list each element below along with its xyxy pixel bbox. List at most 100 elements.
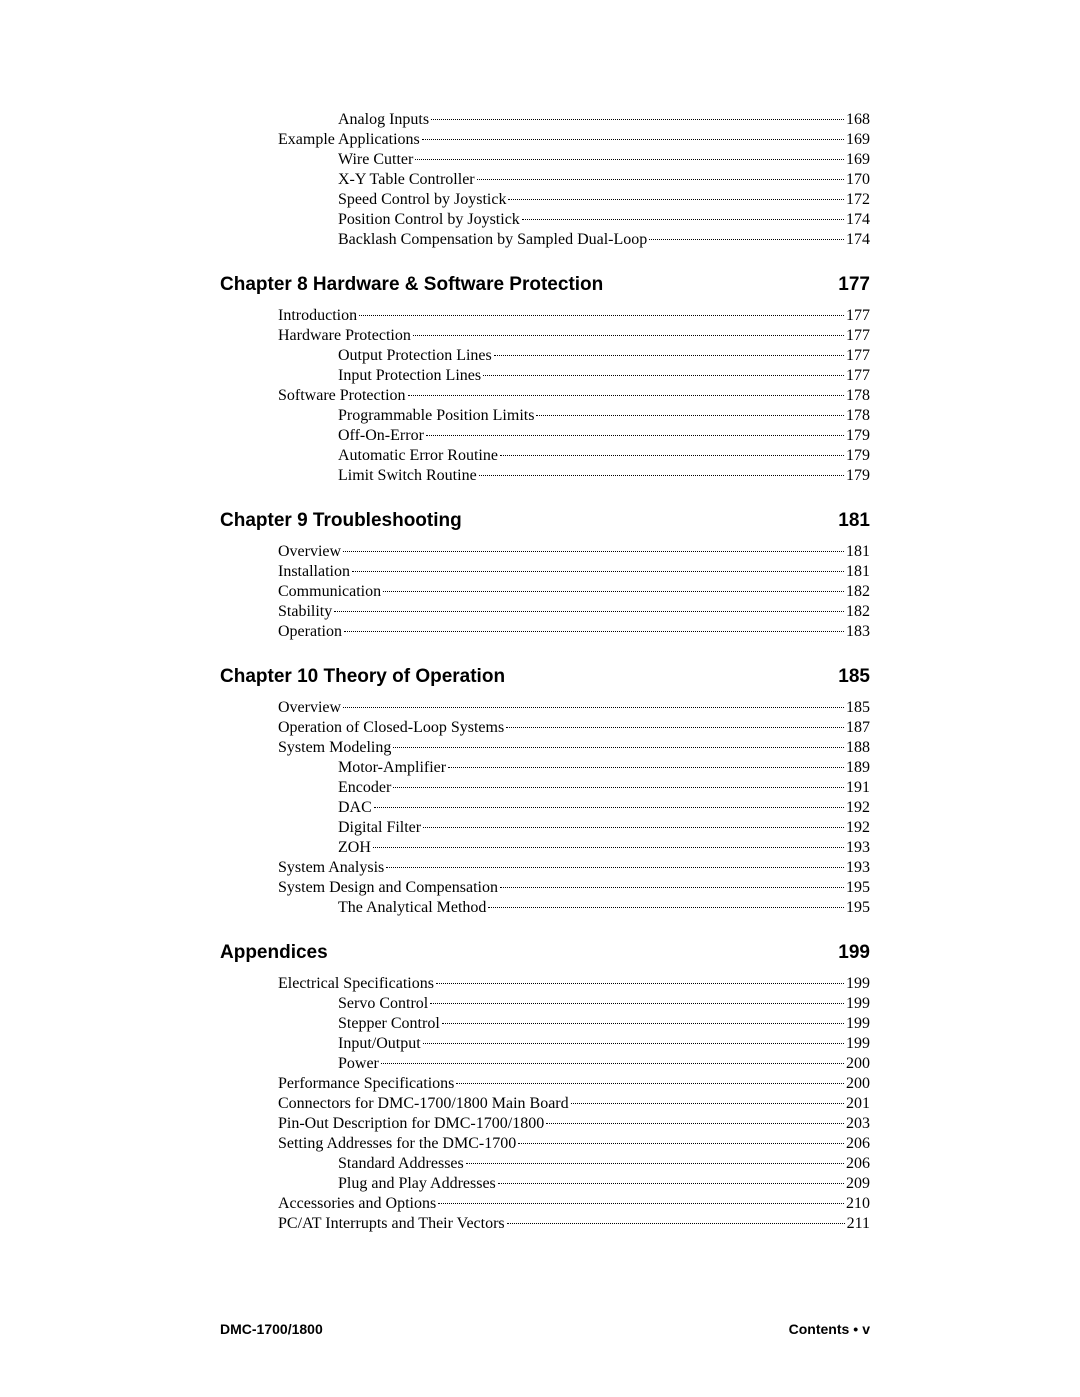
- toc-entry-label: Operation: [278, 622, 342, 642]
- toc-entry: Off-On-Error179: [220, 426, 870, 446]
- toc-entry-label: Automatic Error Routine: [338, 446, 498, 466]
- toc-leader-dots: [343, 551, 844, 552]
- toc-entry: Motor-Amplifier189: [220, 758, 870, 778]
- toc-entry: Position Control by Joystick 174: [220, 210, 870, 230]
- toc-entry-page: 179: [846, 446, 870, 466]
- toc-entry-label: Speed Control by Joystick: [338, 190, 506, 210]
- toc-entry-label: Plug and Play Addresses: [338, 1174, 496, 1194]
- toc-entry-label: Motor-Amplifier: [338, 758, 446, 778]
- toc-leader-dots: [649, 239, 844, 240]
- toc-entry-label: Setting Addresses for the DMC-1700: [278, 1134, 516, 1154]
- toc-leader-dots: [436, 983, 844, 984]
- toc-leader-dots: [374, 807, 844, 808]
- toc-entry-page: 195: [846, 898, 870, 918]
- toc-entry-page: 200: [846, 1074, 870, 1094]
- toc-entry-page: 206: [846, 1134, 870, 1154]
- footer-section: Contents•v: [789, 1321, 870, 1337]
- toc-entry-page: 195: [846, 878, 870, 898]
- toc-entry-page: 187: [846, 718, 870, 738]
- toc-entry-label: The Analytical Method: [338, 898, 486, 918]
- toc-entry-page: 185: [846, 698, 870, 718]
- toc-entry-label: ZOH: [338, 838, 371, 858]
- toc-leader-dots: [483, 375, 844, 376]
- toc-entry-label: Off-On-Error: [338, 426, 424, 446]
- toc-leader-dots: [522, 219, 844, 220]
- toc-leader-dots: [448, 767, 844, 768]
- chapter-page: 181: [838, 510, 870, 532]
- chapter-page: 185: [838, 666, 870, 688]
- toc-leader-dots: [408, 395, 844, 396]
- toc-entry: Overview 185: [220, 698, 870, 718]
- toc-entry: System Design and Compensation195: [220, 878, 870, 898]
- toc-entry-label: Example Applications: [278, 130, 420, 150]
- toc-entry-label: Performance Specifications: [278, 1074, 454, 1094]
- toc-entry-label: Output Protection Lines: [338, 346, 492, 366]
- toc-entry-label: PC/AT Interrupts and Their Vectors: [278, 1214, 505, 1234]
- toc-entry: Automatic Error Routine 179: [220, 446, 870, 466]
- toc-entry-page: 182: [846, 582, 870, 602]
- toc-entry-label: Installation: [278, 562, 350, 582]
- toc-entry-page: 177: [846, 306, 870, 326]
- toc-entry: Hardware Protection177: [220, 326, 870, 346]
- toc-entry: Software Protection178: [220, 386, 870, 406]
- toc-entry-label: Input Protection Lines: [338, 366, 481, 386]
- toc-entry-page: 177: [846, 366, 870, 386]
- page-footer: DMC-1700/1800 Contents•v: [220, 1321, 870, 1337]
- toc-leader-dots: [386, 867, 844, 868]
- toc-entry-label: Connectors for DMC-1700/1800 Main Board: [278, 1094, 569, 1114]
- chapter-title: Chapter 8 Hardware & Software Protection: [220, 274, 603, 296]
- toc-leader-dots: [500, 887, 844, 888]
- toc-entry-label: Overview: [278, 542, 341, 562]
- toc-entry-label: Servo Control: [338, 994, 428, 1014]
- chapter-page: 177: [838, 274, 870, 296]
- toc-entry: Backlash Compensation by Sampled Dual-Lo…: [220, 230, 870, 250]
- toc-entry-label: Programmable Position Limits: [338, 406, 534, 426]
- toc-entry: Programmable Position Limits 178: [220, 406, 870, 426]
- chapter-title: Chapter 9 Troubleshooting: [220, 510, 462, 532]
- toc-entry-label: Limit Switch Routine: [338, 466, 477, 486]
- toc-entry: Operation183: [220, 622, 870, 642]
- chapter-title: Appendices: [220, 942, 328, 964]
- toc-entry-page: 174: [846, 210, 870, 230]
- toc-leader-dots: [344, 631, 844, 632]
- toc-leader-dots: [413, 335, 844, 336]
- toc-entry-label: Digital Filter: [338, 818, 421, 838]
- toc-entry-label: Stability: [278, 602, 332, 622]
- toc-leader-dots: [426, 435, 844, 436]
- toc-entry-page: 178: [846, 406, 870, 426]
- toc-entry: The Analytical Method 195: [220, 898, 870, 918]
- chapter-heading: Chapter 10 Theory of Operation185: [220, 666, 870, 688]
- toc-entry: PC/AT Interrupts and Their Vectors 211: [220, 1214, 870, 1234]
- toc-entry: Limit Switch Routine 179: [220, 466, 870, 486]
- toc-leader-dots: [423, 1043, 844, 1044]
- toc-entry: X-Y Table Controller170: [220, 170, 870, 190]
- toc-entry-label: Accessories and Options: [278, 1194, 436, 1214]
- toc-entry-page: 179: [846, 466, 870, 486]
- toc-leader-dots: [393, 747, 844, 748]
- toc-entry-page: 201: [846, 1094, 870, 1114]
- toc-block: Chapter 9 Troubleshooting181Overview181I…: [220, 510, 870, 642]
- toc-block: Appendices199Electrical Specifications19…: [220, 942, 870, 1234]
- toc-leader-dots: [334, 611, 844, 612]
- toc-entry: Setting Addresses for the DMC-1700 206: [220, 1134, 870, 1154]
- toc-entry-label: Wire Cutter: [338, 150, 413, 170]
- toc-leader-dots: [508, 199, 844, 200]
- bullet-icon: •: [853, 1321, 858, 1337]
- toc-entry-label: Overview: [278, 698, 341, 718]
- toc-leader-dots: [423, 827, 844, 828]
- toc-entry: Performance Specifications 200: [220, 1074, 870, 1094]
- toc-entry-label: Position Control by Joystick: [338, 210, 520, 230]
- toc-entry-label: Hardware Protection: [278, 326, 411, 346]
- toc-leader-dots: [431, 119, 844, 120]
- toc-entry-page: 192: [846, 798, 870, 818]
- toc-entry-page: 211: [847, 1214, 870, 1234]
- toc-leader-dots: [488, 907, 844, 908]
- toc-entry-page: 199: [846, 974, 870, 994]
- toc-entry-page: 169: [846, 130, 870, 150]
- toc-block: Chapter 10 Theory of Operation185 Overvie…: [220, 666, 870, 918]
- toc-entry-page: 199: [846, 1034, 870, 1054]
- toc-entry: Input Protection Lines 177: [220, 366, 870, 386]
- toc-entry: Operation of Closed-Loop Systems187: [220, 718, 870, 738]
- toc-entry-page: 200: [846, 1054, 870, 1074]
- toc-entry: Accessories and Options210: [220, 1194, 870, 1214]
